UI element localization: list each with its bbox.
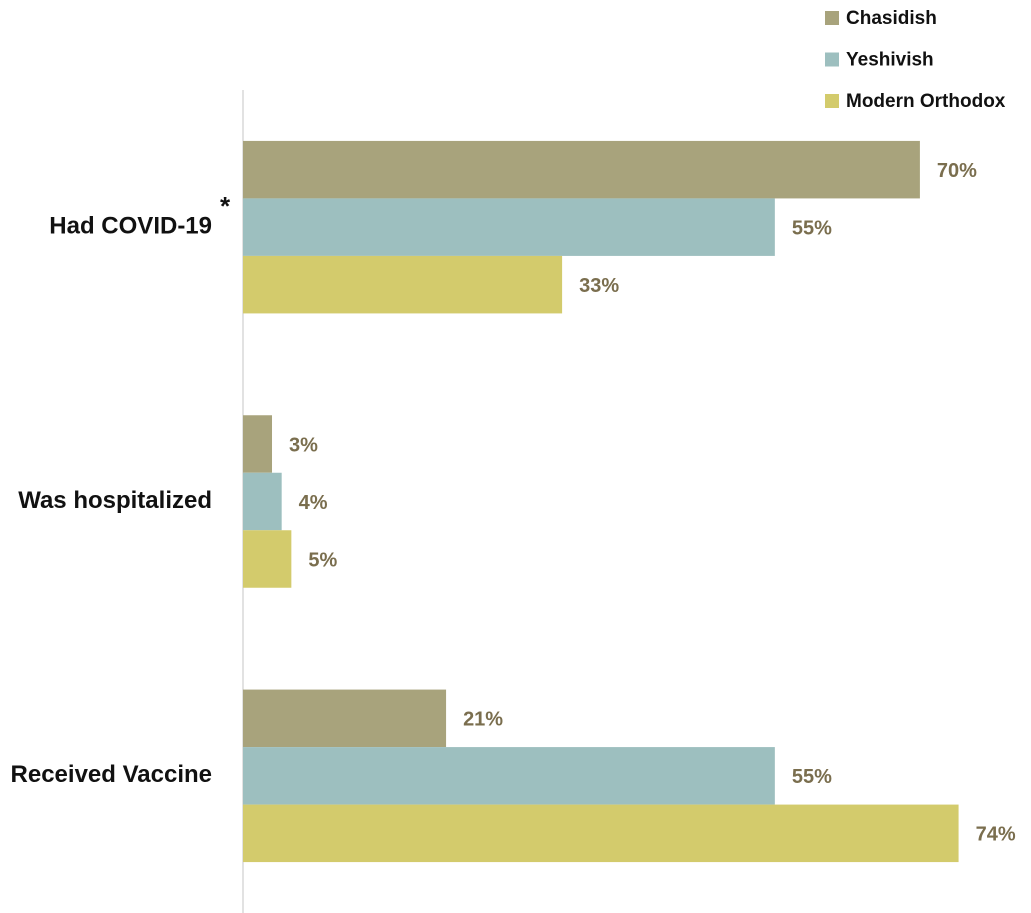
category-label: Had COVID-19 xyxy=(49,213,212,240)
value-label: 33% xyxy=(579,275,619,297)
bar xyxy=(243,747,775,805)
value-label: 70% xyxy=(937,160,977,182)
legend-swatch xyxy=(825,52,839,67)
bar xyxy=(243,140,920,199)
value-label: 74% xyxy=(976,824,1016,846)
value-label: 5% xyxy=(308,549,337,571)
category-label: Received Vaccine xyxy=(11,761,212,788)
legend-swatch xyxy=(825,94,839,108)
legend-label: Modern Orthodox xyxy=(846,91,1006,112)
value-label: 4% xyxy=(299,492,328,514)
value-label: 3% xyxy=(289,434,318,456)
annotation: * xyxy=(220,191,231,221)
category-label: Was hospitalized xyxy=(18,487,212,514)
legend-swatch xyxy=(825,11,839,25)
legend-label: Yeshivish xyxy=(846,50,934,71)
bar xyxy=(243,804,959,863)
bar xyxy=(243,255,563,314)
value-label: 55% xyxy=(792,217,832,239)
bar xyxy=(243,415,273,473)
value-label: 55% xyxy=(792,766,832,788)
bar xyxy=(243,472,282,531)
bar xyxy=(243,689,447,748)
bar xyxy=(243,530,292,588)
value-label: 21% xyxy=(463,709,503,731)
bar xyxy=(243,198,775,256)
legend-label: Chasidish xyxy=(846,8,937,29)
